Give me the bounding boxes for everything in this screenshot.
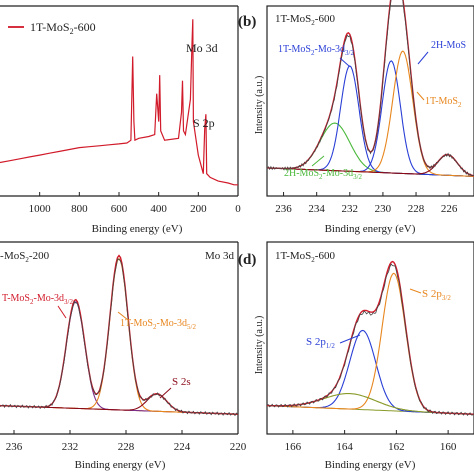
panel-c-tick-label: 228 (118, 441, 135, 453)
panel-b-annotation-arrow-2 (417, 51, 429, 65)
panel-b-tick-label: 236 (275, 203, 292, 215)
panel-b-title: 1T-MoS2-600 (275, 13, 335, 27)
panel-b-tick-label: 226 (441, 203, 458, 215)
panel-d-annotation-s2p32: S 2p3/2 (422, 288, 451, 302)
panel-d-tick-label: 164 (336, 441, 353, 453)
panel-d-frame (266, 241, 474, 435)
panel-d-letter: (d) (238, 252, 256, 268)
panel-b: (b) 236 234 232 230 228 226 1T-MoS2-600 Inten… (238, 0, 474, 235)
panel-b-tick-label: 228 (408, 203, 425, 215)
panel-b-letter: (b) (238, 14, 256, 30)
panel-c-annotation-arrow-3 (159, 387, 172, 399)
panel-b-measured-curve (266, 0, 474, 177)
panel-c-tick-label: 232 (62, 441, 79, 453)
panel-b-curves (266, 0, 474, 177)
panel-b-annotation-2h-3d32: 2H-MoS2-Mo-3d3/2 (284, 168, 363, 181)
panel-d-y-label: Intensity (a.u.) (254, 316, 265, 375)
panel-b-annotation-arrow-3 (416, 91, 425, 101)
panel-b-annotation-1t-3d32: 1T-MoS2-Mo-3d3/2 (278, 44, 354, 57)
panel-a-tick-label: 0 (235, 203, 241, 215)
panel-d-component-curve (266, 329, 474, 415)
panel-d-annotation-arrow-2 (339, 334, 361, 344)
panel-d-annotation-s2p12: S 2p1/2 (306, 336, 335, 350)
panel-a-x-label: Binding energy (eV) (92, 223, 183, 235)
panel-c-annotation-arrow-1 (57, 305, 67, 319)
panel-d-tick-label: 162 (388, 441, 405, 453)
panel-b-envelope-curve (266, 0, 474, 177)
panel-d-curves (266, 260, 474, 416)
panel-c-annotation-3d32: T-MoS2-Mo-3d3/2 (2, 293, 73, 306)
panel-b-component-curve (266, 60, 474, 177)
panel-d-x-label: Binding energy (eV) (325, 459, 416, 471)
panel-a-legend-label: 1T-MoS2-600 (30, 20, 96, 36)
panel-a-tick-label: 600 (111, 203, 128, 215)
panel-b-tick-label: 232 (342, 203, 359, 215)
panel-d-annotation-arrow-1 (409, 288, 422, 294)
panel-c: 236 232 228 224 220 MoS2-200 Mo 3d - T-MoS2-… (0, 241, 247, 471)
panel-c-measured-curve (0, 258, 239, 417)
panel-a: 1000 800 600 400 200 0 1T-MoS2-600 Mo 3d S 2p… (0, 5, 241, 235)
panel-b-annotation-2h: 2H-MoS (431, 40, 466, 51)
panel-d-tick-label: 160 (440, 441, 457, 453)
panel-a-tick-label: 200 (190, 203, 207, 215)
panel-a-tick-label: 1000 (29, 203, 52, 215)
panel-c-x-label: Binding energy (eV) (75, 459, 166, 471)
panel-d: (d) 166 164 162 160 1T-MoS2-600 Intensity (… (238, 241, 474, 471)
panel-c-tick-label: 224 (174, 441, 191, 453)
panel-c-component-curve (0, 301, 238, 415)
panel-d-title: 1T-MoS2-600 (275, 250, 335, 264)
panel-b-tick-label: 234 (308, 203, 325, 215)
panel-a-survey-spectrum (0, 19, 238, 186)
panel-d-x-ticks: 166 164 162 160 (285, 430, 457, 453)
panel-d-tick-label: 166 (285, 441, 302, 453)
panel-b-annotation-arrow-4 (311, 155, 325, 167)
panel-c-component-curve (0, 393, 238, 415)
panel-c-annotation-arrow-2 (117, 311, 129, 321)
panel-c-tick-label: 220 (230, 441, 247, 453)
panel-a-annotation-mo3d: Mo 3d (186, 41, 218, 55)
panel-a-tick-label: 800 (71, 203, 88, 215)
panel-b-x-label: Binding energy (eV) (325, 223, 416, 235)
panel-d-measured-curve (266, 263, 474, 416)
panel-c-tick-label: 236 (6, 441, 23, 453)
panel-c-x-ticks: 236 232 228 224 220 (6, 430, 247, 453)
panel-b-x-ticks: 236 234 232 230 228 226 (275, 192, 458, 215)
panel-b-tick-label: 230 (375, 203, 392, 215)
panel-a-annotation-s2p: S 2p (193, 116, 215, 130)
panel-c-title: MoS2-200 (4, 250, 50, 264)
panel-c-annotation-3d52: 1T-MoS2-Mo-3d5/2 (120, 318, 196, 331)
panel-c-corner-label: Mo 3d (205, 250, 235, 262)
panel-c-curves (0, 254, 239, 417)
panel-b-component-curve (266, 50, 474, 177)
panel-c-title-dash: - (0, 250, 4, 262)
panel-b-annotation-arrow-1 (339, 57, 350, 67)
panel-a-tick-label: 400 (150, 203, 167, 215)
panel-c-envelope-curve (0, 254, 238, 415)
panel-b-frame (266, 5, 474, 197)
panel-b-component-curve (266, 65, 474, 177)
panel-c-annotation-s2s: S 2s (172, 376, 191, 388)
panel-b-annotation-1t: 1T-MoS2 (425, 96, 462, 109)
panel-a-x-ticks: 1000 800 600 400 200 0 (29, 192, 241, 215)
panel-b-y-label: Intensity (a.u.) (254, 76, 265, 135)
panel-c-component-curve (0, 257, 238, 415)
